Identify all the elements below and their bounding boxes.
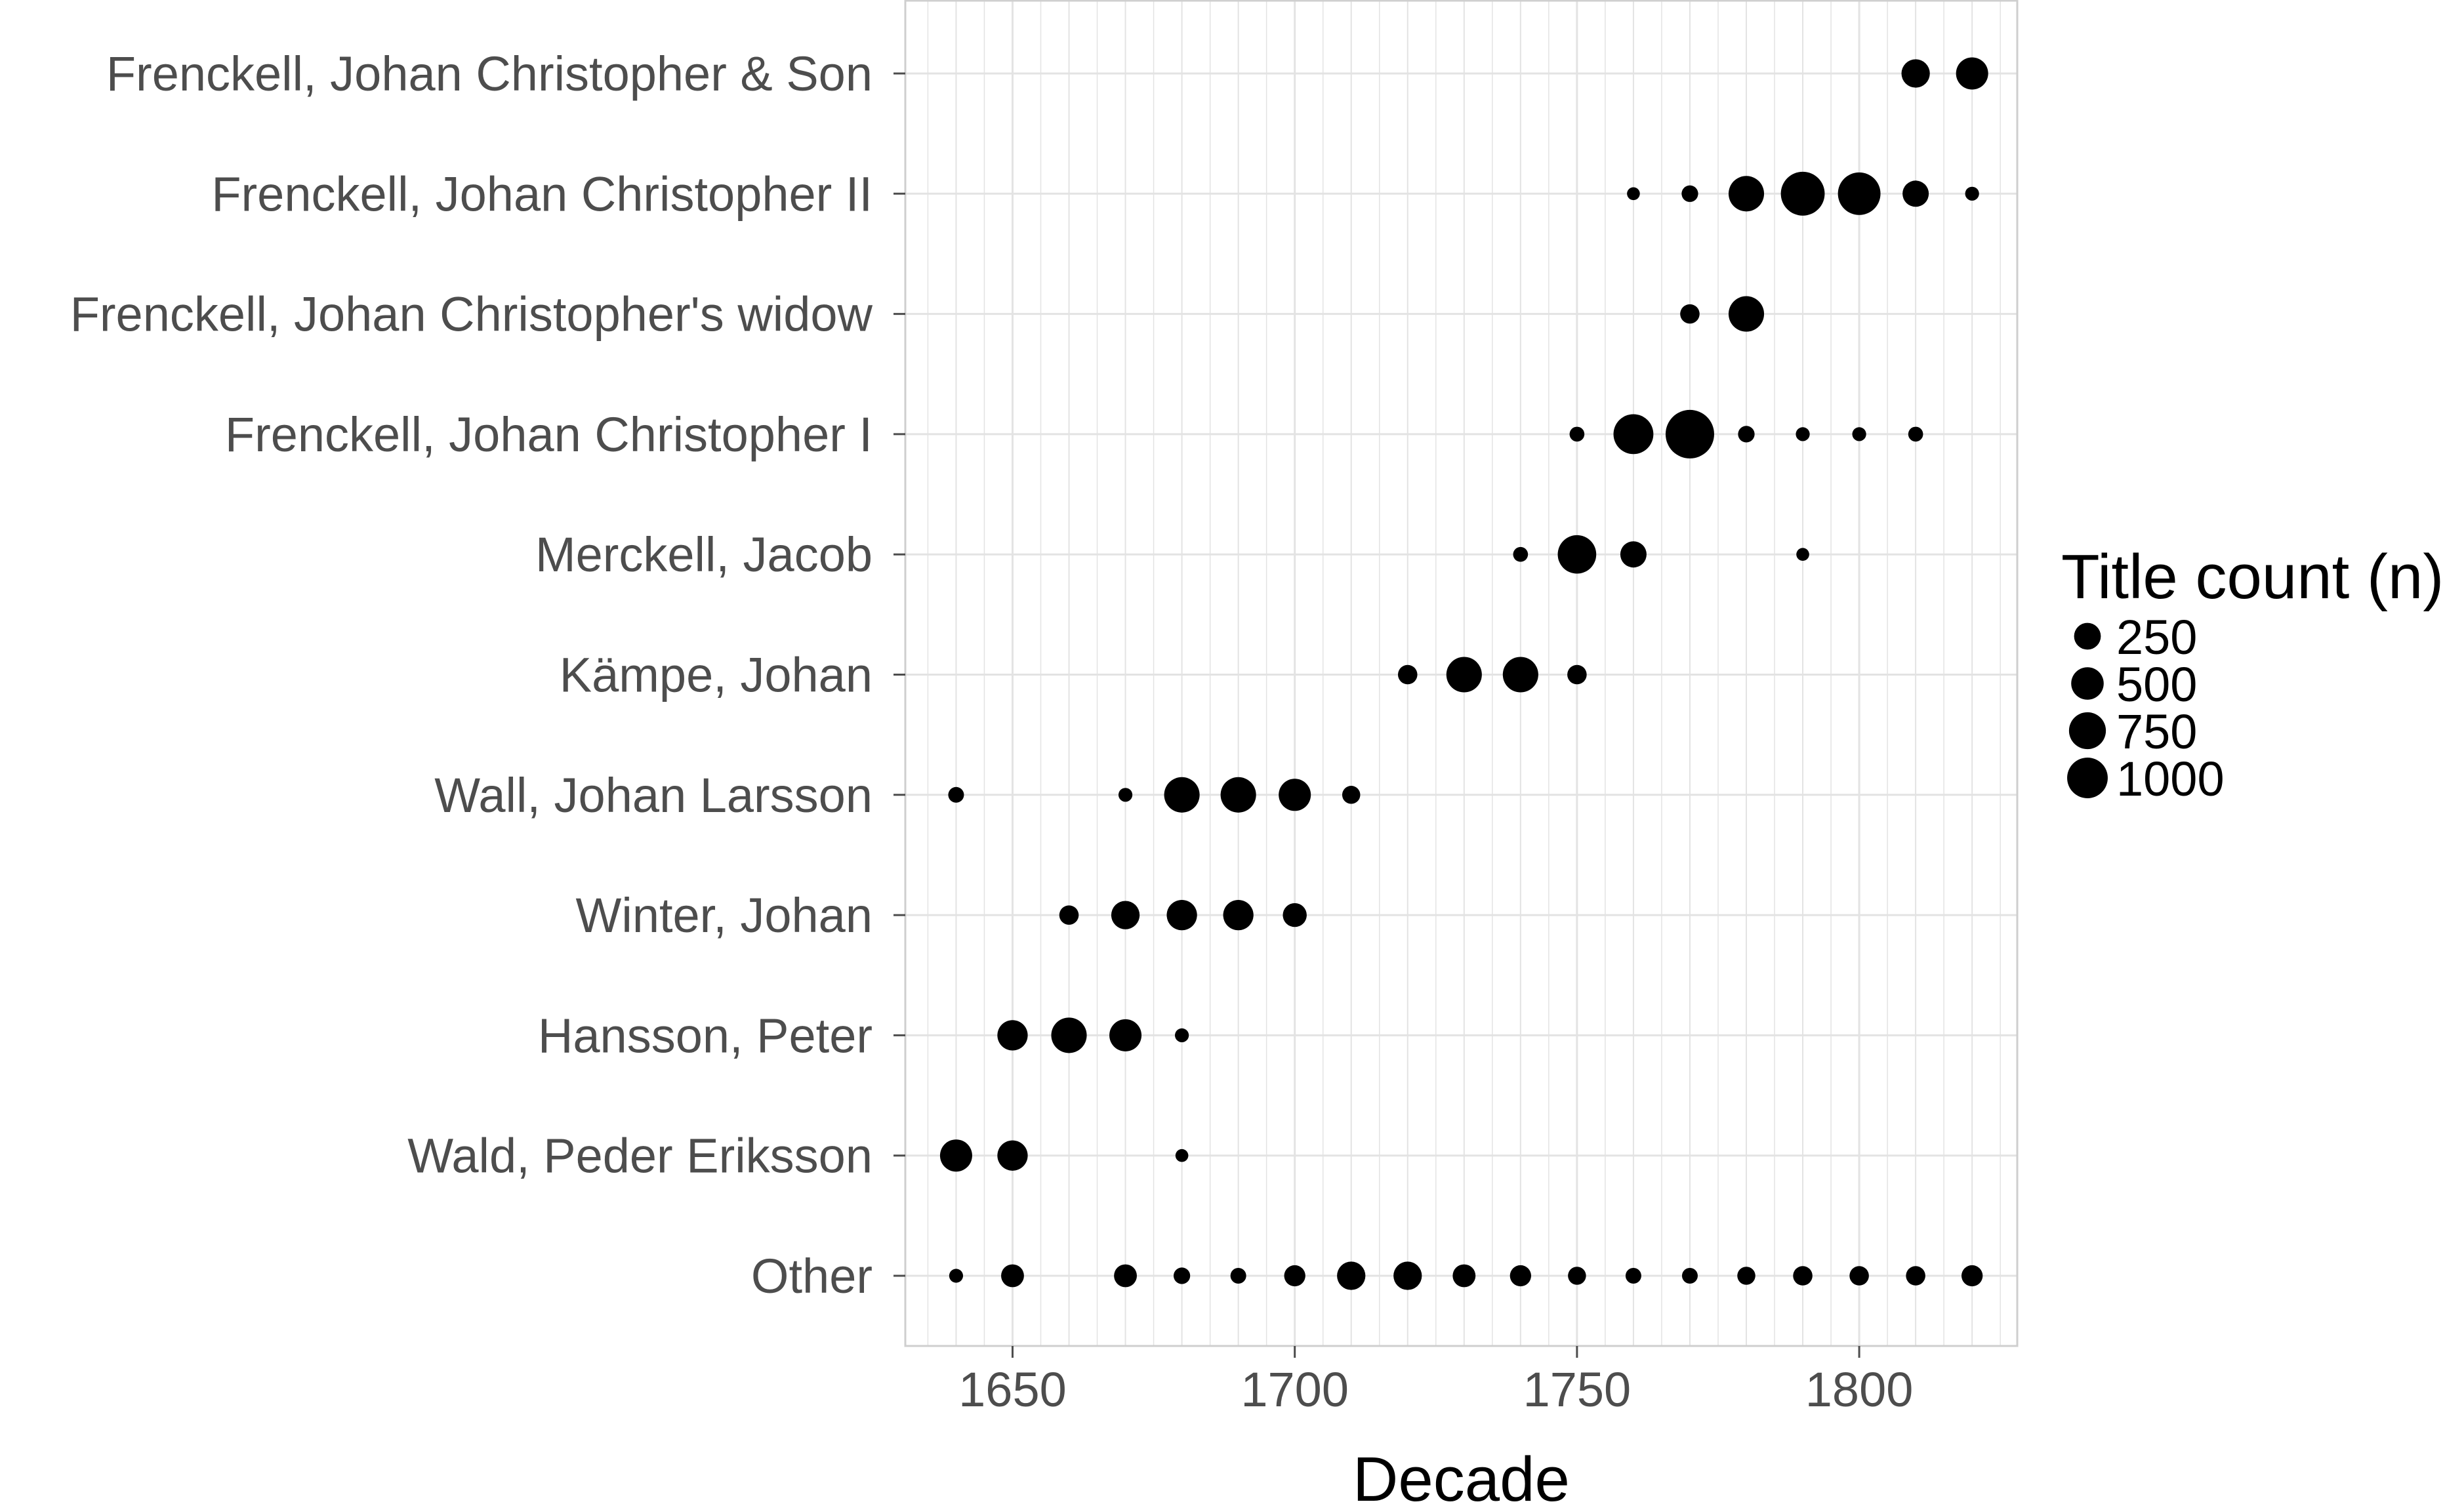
y-tick-label: Other	[751, 1249, 873, 1303]
legend-key-label: 500	[2116, 657, 2197, 712]
y-tick-label: Frenckell, Johan Christopher & Son	[106, 47, 873, 101]
data-point	[1452, 1264, 1476, 1288]
data-point	[1901, 59, 1930, 88]
grid-lines	[905, 0, 2017, 1346]
legend-key-label: 750	[2116, 704, 2197, 759]
legend-title: Title count (n)	[2061, 542, 2444, 612]
y-tick-label: Frenckell, Johan Christopher II	[211, 167, 873, 221]
data-point	[1220, 777, 1256, 813]
data-point	[1796, 427, 1810, 441]
legend-key-label: 1000	[2116, 752, 2225, 806]
legend-key-circle	[2067, 758, 2108, 798]
data-point	[1051, 1017, 1087, 1053]
y-tick-label: Winter, Johan	[576, 888, 873, 943]
data-point	[1728, 176, 1765, 212]
data-point	[1737, 1267, 1756, 1285]
data-point	[1728, 296, 1765, 332]
data-point	[1681, 1268, 1698, 1284]
data-point	[1283, 903, 1307, 927]
data-point	[1175, 1149, 1189, 1162]
x-tick-label: 1800	[1805, 1362, 1914, 1417]
legend-key-circle	[2071, 667, 2104, 700]
data-point	[1613, 414, 1654, 455]
y-tick-label: Frenckell, Johan Christopher I	[225, 407, 873, 462]
x-axis: 1650 1700 1750 1800	[958, 1346, 1913, 1417]
data-point	[1681, 185, 1698, 202]
data-point	[1230, 1268, 1246, 1284]
data-point	[1627, 187, 1640, 201]
data-point	[1796, 548, 1809, 561]
data-point	[1059, 905, 1079, 925]
data-point	[1680, 304, 1700, 324]
data-point	[1780, 171, 1825, 216]
data-point	[997, 1140, 1028, 1171]
data-point	[949, 1269, 964, 1283]
data-point	[1446, 657, 1482, 693]
data-point	[1625, 1268, 1641, 1284]
data-point	[1902, 180, 1929, 207]
x-tick-label: 1750	[1523, 1362, 1632, 1417]
data-point	[1838, 172, 1881, 215]
y-tick-label: Hansson, Peter	[538, 1008, 873, 1063]
y-tick-label: Wald, Peder Eriksson	[407, 1129, 873, 1183]
x-tick-label: 1700	[1241, 1362, 1349, 1417]
data-point	[1284, 1265, 1305, 1287]
data-point	[1965, 186, 1979, 201]
data-point	[1557, 535, 1597, 574]
data-point	[1620, 541, 1647, 568]
data-points	[939, 57, 1988, 1290]
data-point	[1337, 1261, 1366, 1290]
data-point	[1513, 546, 1529, 562]
data-point	[1908, 426, 1923, 442]
data-point	[939, 1139, 972, 1172]
data-point	[1509, 1265, 1532, 1287]
data-point	[1397, 664, 1418, 685]
data-point	[1111, 901, 1140, 929]
data-point	[1279, 779, 1311, 811]
data-point	[1342, 786, 1361, 804]
data-point	[1849, 1266, 1869, 1286]
legend-key-circle	[2068, 712, 2106, 750]
x-axis-title: Decade	[1353, 1444, 1570, 1506]
data-point	[1738, 426, 1755, 443]
data-point	[1164, 777, 1200, 813]
data-point	[1569, 426, 1585, 442]
x-tick-label: 1650	[958, 1362, 1067, 1417]
data-point	[1393, 1261, 1422, 1290]
data-point	[1001, 1264, 1024, 1288]
y-tick-label: Kämpe, Johan	[560, 648, 873, 702]
y-axis: Frenckell, Johan Christopher & Son Frenck…	[70, 47, 905, 1303]
data-point	[1852, 427, 1866, 441]
legend-key-circle	[2074, 622, 2101, 650]
data-point	[1118, 788, 1133, 802]
y-tick-label: Frenckell, Johan Christopher's widow	[70, 287, 873, 342]
panel-border	[904, 0, 2019, 1347]
y-tick-label: Wall, Johan Larsson	[434, 768, 873, 823]
data-point	[948, 786, 964, 803]
data-point	[997, 1020, 1028, 1051]
data-point	[1793, 1266, 1813, 1286]
data-point	[1906, 1266, 1925, 1286]
data-point	[1961, 1265, 1983, 1287]
y-tick-label: Merckell, Jacob	[535, 527, 873, 582]
data-point	[1502, 657, 1538, 693]
data-point	[1223, 899, 1254, 931]
data-point	[1567, 664, 1587, 685]
data-point	[1665, 409, 1714, 458]
data-point	[1166, 899, 1197, 931]
data-point	[1568, 1267, 1586, 1285]
data-point	[1173, 1267, 1191, 1284]
data-point	[1956, 57, 1988, 90]
legend-key-label: 250	[2116, 610, 2197, 664]
data-point	[1114, 1264, 1137, 1288]
data-point	[1109, 1019, 1142, 1051]
data-point	[1174, 1028, 1189, 1043]
